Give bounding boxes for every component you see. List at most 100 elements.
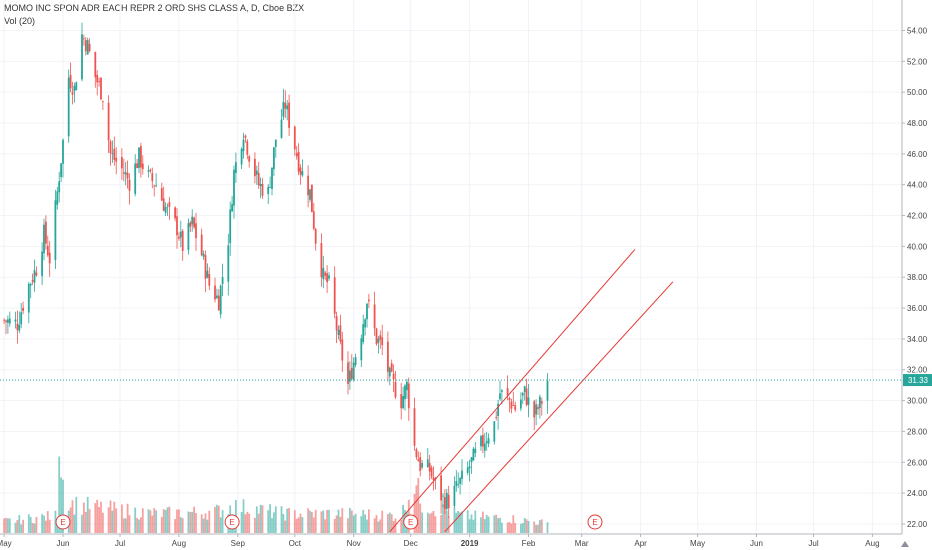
candle-body bbox=[267, 186, 270, 194]
candle-body bbox=[301, 171, 304, 176]
volume-bar bbox=[540, 519, 543, 533]
candle-body bbox=[328, 275, 330, 279]
candlesticks bbox=[3, 22, 549, 518]
volume-bar bbox=[537, 524, 539, 533]
volume-bar bbox=[214, 506, 216, 533]
volume-bar bbox=[43, 515, 45, 533]
earnings-marker[interactable]: E bbox=[587, 514, 603, 530]
price-tick-label: 54.00 bbox=[907, 27, 928, 36]
price-tick-label: 42.00 bbox=[907, 212, 928, 221]
volume-bar bbox=[164, 510, 167, 533]
candle-body bbox=[286, 105, 289, 110]
candle-body bbox=[404, 385, 406, 400]
candle-body bbox=[400, 394, 403, 409]
volume-bar bbox=[248, 513, 251, 533]
volume-bar bbox=[88, 509, 91, 533]
volume-bar bbox=[259, 504, 262, 533]
candle-body bbox=[46, 245, 49, 256]
volume-bar bbox=[181, 518, 184, 533]
candle-body bbox=[195, 223, 197, 239]
volume-bar bbox=[497, 518, 499, 533]
volume-bar bbox=[160, 516, 163, 533]
volume-bar bbox=[390, 514, 393, 533]
candle-body bbox=[428, 462, 431, 472]
candle-body bbox=[45, 221, 47, 244]
candle-body bbox=[480, 436, 482, 447]
volume-bar bbox=[58, 456, 61, 533]
volume-bar bbox=[461, 511, 463, 533]
chart-title: MOMO INC SPON ADR EACH REPR 2 ORD SHS CL… bbox=[4, 3, 305, 13]
volume-bar bbox=[415, 485, 418, 533]
candle-body bbox=[257, 172, 260, 186]
candle-body bbox=[140, 146, 142, 168]
candle-body bbox=[96, 74, 99, 83]
time-tick-label: Aug bbox=[865, 539, 879, 548]
candle-body bbox=[71, 91, 74, 95]
candle-body bbox=[360, 338, 363, 361]
candle-body bbox=[527, 397, 530, 405]
earnings-marker-circle bbox=[403, 514, 419, 530]
volume-bar bbox=[121, 504, 123, 533]
earnings-marker[interactable]: E bbox=[224, 514, 240, 530]
candle-body bbox=[352, 362, 355, 380]
candle-body bbox=[520, 399, 522, 409]
volume-bar bbox=[151, 515, 154, 533]
candle-body bbox=[407, 383, 410, 409]
grid bbox=[0, 0, 902, 534]
last-price-badge bbox=[903, 374, 932, 387]
volume-bar bbox=[309, 510, 311, 533]
candle-body bbox=[84, 40, 87, 52]
volume-bar bbox=[366, 519, 368, 533]
volume-bar bbox=[333, 518, 336, 533]
price-tick-label: 24.00 bbox=[907, 489, 928, 498]
volume-bar bbox=[60, 477, 62, 533]
volume-bar bbox=[455, 512, 458, 533]
price-tick-label: 44.00 bbox=[907, 181, 928, 190]
candle-body bbox=[440, 475, 442, 501]
candle-body bbox=[189, 222, 192, 227]
candle-body bbox=[333, 277, 336, 314]
candle-body bbox=[311, 184, 313, 213]
earnings-marker[interactable]: E bbox=[403, 514, 419, 530]
candle-body bbox=[274, 139, 277, 147]
candle-body bbox=[168, 202, 171, 207]
price-tick-label: 52.00 bbox=[907, 57, 928, 66]
candle-body bbox=[394, 382, 397, 398]
candle-body bbox=[312, 211, 315, 229]
candle-body bbox=[31, 280, 34, 282]
volume-bar bbox=[501, 522, 503, 533]
candle-body bbox=[444, 497, 446, 510]
candle-body bbox=[202, 253, 205, 257]
trend-channel bbox=[389, 249, 674, 532]
candle-body bbox=[326, 273, 328, 283]
candle-body bbox=[160, 188, 163, 201]
candle-body bbox=[179, 231, 182, 238]
candle-body bbox=[430, 467, 433, 477]
candle-body bbox=[8, 318, 11, 324]
volume-bar bbox=[54, 510, 57, 533]
volume-bar bbox=[535, 524, 537, 533]
time-tick-label: Oct bbox=[289, 539, 302, 548]
earnings-marker[interactable]: E bbox=[55, 514, 71, 530]
candle-body bbox=[415, 449, 418, 458]
volume-bar bbox=[16, 519, 19, 533]
volume-bar bbox=[20, 524, 23, 533]
volume-bar bbox=[506, 522, 509, 533]
candle-body bbox=[337, 329, 340, 335]
volume-bar bbox=[41, 514, 43, 533]
volume-bar bbox=[402, 504, 404, 533]
candle-body bbox=[193, 217, 195, 228]
volume-bar bbox=[508, 521, 511, 533]
volume-bar bbox=[457, 510, 460, 533]
volume-bar bbox=[191, 511, 194, 533]
volume-bar bbox=[98, 507, 100, 533]
volume-bar bbox=[128, 515, 131, 533]
volume-bar bbox=[485, 514, 488, 533]
candle-body bbox=[377, 338, 380, 343]
volume-bar bbox=[520, 523, 522, 533]
volume-bar bbox=[510, 523, 513, 533]
candle-body bbox=[366, 303, 368, 320]
candle-body bbox=[200, 234, 203, 256]
candle-body bbox=[299, 167, 302, 175]
